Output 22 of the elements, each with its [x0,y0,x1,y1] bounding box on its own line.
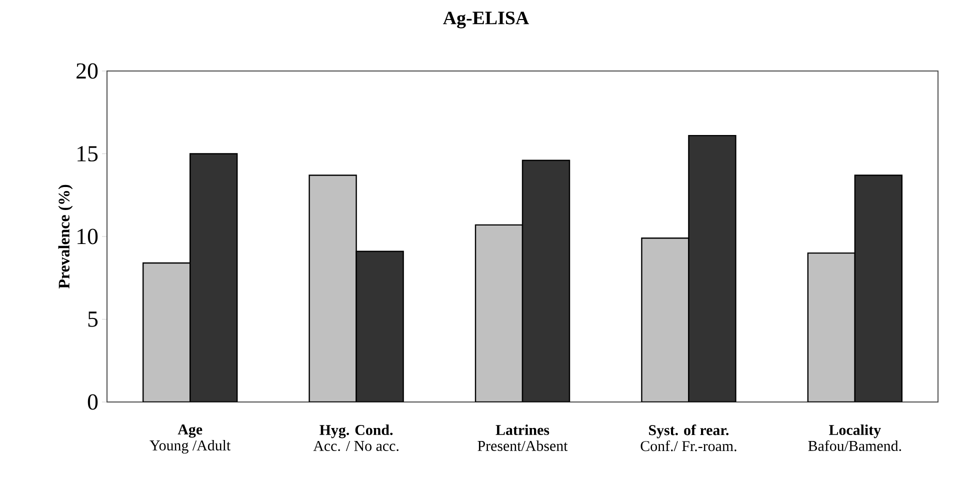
bar [308,174,357,402]
bar [190,153,238,402]
x-tick-label: Latrines Present/Absent [478,424,568,451]
y-axis-title: Prevalence (%) [58,184,73,289]
x-tick-label: Locality Bafou/Bamend. [808,424,902,452]
bar [522,160,570,402]
bar [356,250,404,402]
x-tick-label: Age Young /Adult [150,424,231,454]
chart-title: Ag-ELISA [443,12,529,28]
y-tick-label: 0 [88,394,98,410]
bar [474,224,524,402]
y-tick-label: 5 [88,312,98,327]
bar [807,252,856,402]
bar [854,174,903,402]
y-tick-label: 15 [78,146,98,162]
bar [688,134,736,402]
bar [142,262,191,402]
y-tick-label: 20 [76,63,98,79]
y-tick-label: 10 [78,228,98,244]
bar [641,238,690,402]
x-tick-label: Syst. of rear. Conf./ Fr.-roam. [640,424,736,452]
x-tick-label: Hyg. Cond. Acc. / No acc. [313,424,398,452]
